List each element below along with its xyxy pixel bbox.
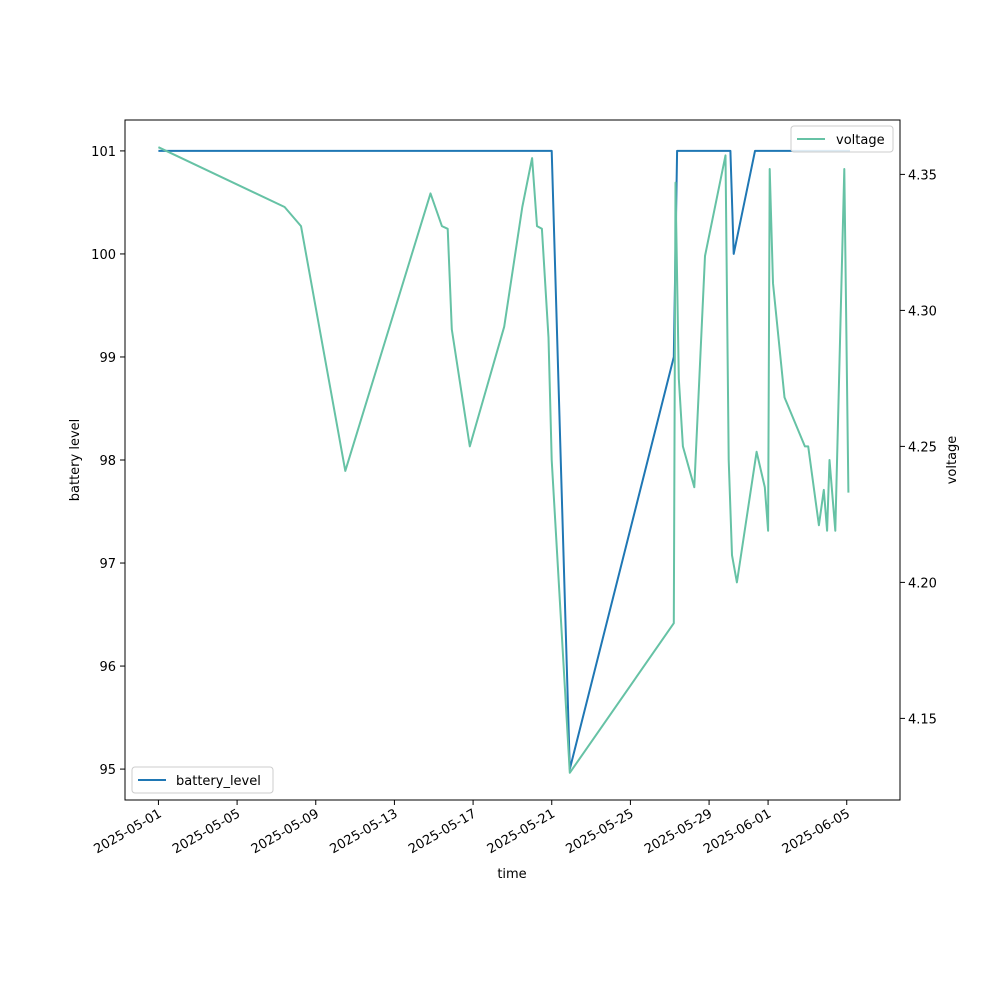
y-left-tick-label: 101 (91, 145, 116, 160)
y-left-tick-label: 96 (99, 660, 116, 675)
x-tick-label: 2025-06-05 (780, 806, 853, 857)
legend-battery-level-label: battery_level (176, 774, 261, 789)
y-left-tick-label: 99 (99, 351, 116, 366)
series-line-battery-level (158, 149, 850, 771)
series-line-voltage (157, 146, 850, 774)
y-left-tick-label: 97 (99, 557, 116, 572)
y-right-tick-label: 4.20 (908, 576, 937, 591)
y-right-tick-label: 4.35 (908, 168, 937, 183)
x-axis: 2025-05-01 2025-05-05 2025-05-09 2025-05-13… (91, 800, 853, 857)
x-tick-label: 2025-05-25 (563, 806, 636, 857)
x-tick-label: 2025-05-09 (249, 806, 322, 857)
y-left-tick-label: 100 (91, 248, 116, 263)
y-axis-right: 4.15 4.20 4.25 4.30 4.35 (900, 168, 937, 727)
x-tick-label: 2025-05-13 (327, 806, 400, 857)
x-tick-label: 2025-05-05 (170, 806, 243, 857)
y-axis-right-label: voltage (945, 436, 960, 485)
y-left-tick-label: 95 (99, 763, 116, 778)
y-right-tick-label: 4.30 (908, 304, 937, 319)
x-tick-label: 2025-05-01 (91, 806, 164, 857)
x-axis-label: time (497, 867, 526, 882)
plot-lines (157, 146, 850, 774)
y-right-tick-label: 4.25 (908, 440, 937, 455)
x-tick-label: 2025-05-21 (485, 806, 558, 857)
legend-voltage-label: voltage (836, 133, 885, 148)
x-tick-label: 2025-05-17 (406, 806, 479, 857)
y-right-tick-label: 4.15 (908, 712, 937, 727)
x-tick-label: 2025-06-01 (701, 806, 774, 857)
y-axis-left-label: battery level (68, 419, 83, 502)
plot-frame (124, 119, 901, 801)
y-left-tick-label: 98 (99, 454, 116, 469)
legend-battery-level: battery_level (131, 766, 274, 794)
legend-voltage: voltage (790, 125, 894, 153)
y-axis-left: 95 96 97 98 99 100 101 (91, 145, 125, 778)
